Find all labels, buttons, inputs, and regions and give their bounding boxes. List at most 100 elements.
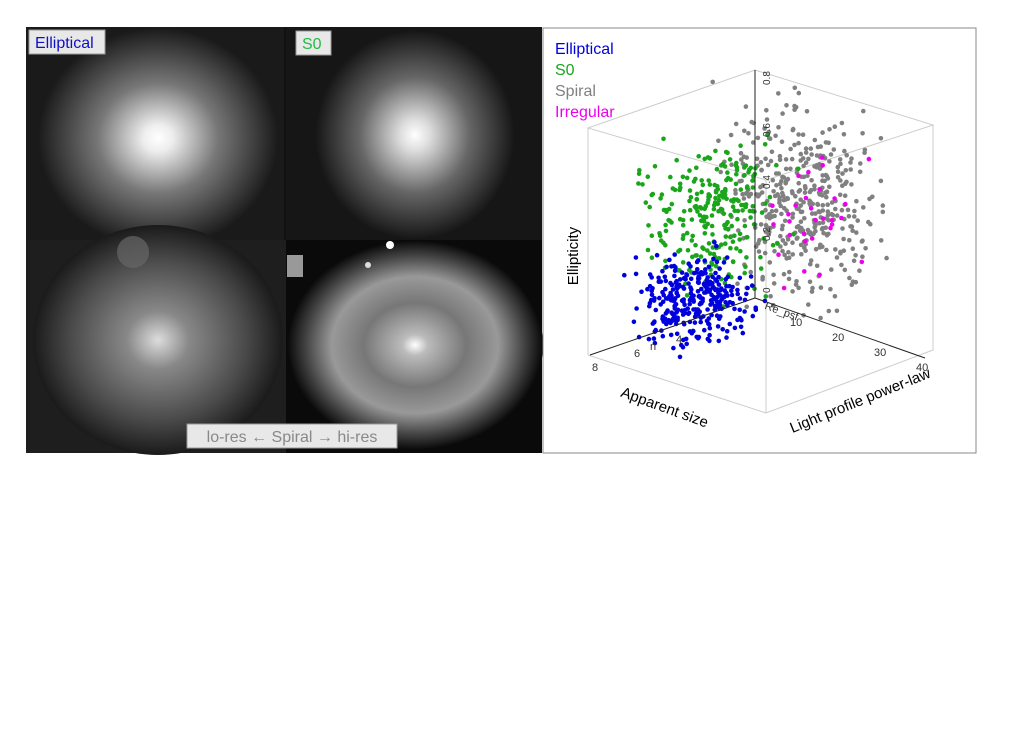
point [767,260,773,265]
point [699,286,704,292]
point [853,279,859,285]
point [653,327,658,333]
point [788,166,793,172]
point [688,276,694,282]
point [790,211,796,217]
z-tick-label: 0 [762,287,773,293]
star [117,236,149,268]
point [851,258,857,264]
point [782,218,788,224]
point [834,308,840,314]
n-axis [589,297,756,356]
point [640,182,645,187]
point [787,269,792,275]
z-tick-label: 0.8 [762,71,773,85]
point [667,257,672,263]
point [759,210,765,215]
point [744,304,749,310]
point [843,168,849,173]
point [755,135,761,141]
point [707,325,713,331]
point [669,282,675,288]
point [841,248,847,253]
point [724,335,729,340]
point [867,196,872,202]
point [745,285,750,291]
point [773,208,779,213]
point [808,199,813,205]
point [817,272,822,278]
point [793,194,798,199]
point [697,293,702,299]
point [699,178,704,183]
point [680,174,686,180]
point [798,219,804,224]
point [860,238,865,243]
point [728,245,733,251]
point [829,267,834,272]
point [742,309,747,314]
point [680,217,686,223]
point [716,197,722,203]
point [687,168,692,173]
point [704,286,710,292]
point [694,197,699,202]
point [842,148,847,154]
point [687,301,692,307]
point [724,196,729,202]
point [813,228,818,234]
point [694,334,699,340]
point [647,300,653,306]
point [746,194,752,199]
point [713,287,718,293]
point [781,175,787,180]
point [767,194,773,200]
point [733,181,739,187]
point [693,176,698,182]
point [783,181,788,186]
point [728,212,733,218]
point [767,229,772,235]
point [833,247,838,252]
point [709,292,714,298]
point [661,136,666,142]
point [714,259,720,265]
point [672,252,677,257]
point [812,186,817,192]
point [693,203,699,209]
point [684,341,689,347]
point [728,132,734,138]
point [735,216,740,222]
point [829,211,834,217]
point [778,244,783,249]
point [737,275,743,281]
point [716,282,722,287]
point [763,201,768,206]
point [803,146,809,151]
point [853,253,858,258]
point [682,307,688,313]
point [677,181,683,187]
point [652,164,658,169]
point [700,298,705,304]
point [645,247,651,253]
point [672,296,678,302]
point [817,187,822,192]
caption-box [186,423,398,449]
point [820,220,826,225]
point [860,254,865,259]
point [674,331,680,337]
point [684,272,689,277]
point [804,109,810,114]
axis-title: Ellipticity [565,226,582,285]
point [878,178,884,184]
point [763,207,768,213]
point [777,157,783,163]
point [749,119,754,125]
point [783,241,788,246]
point [826,308,832,314]
axes [589,70,926,359]
point [857,169,863,175]
point [776,125,781,130]
point [715,304,720,310]
